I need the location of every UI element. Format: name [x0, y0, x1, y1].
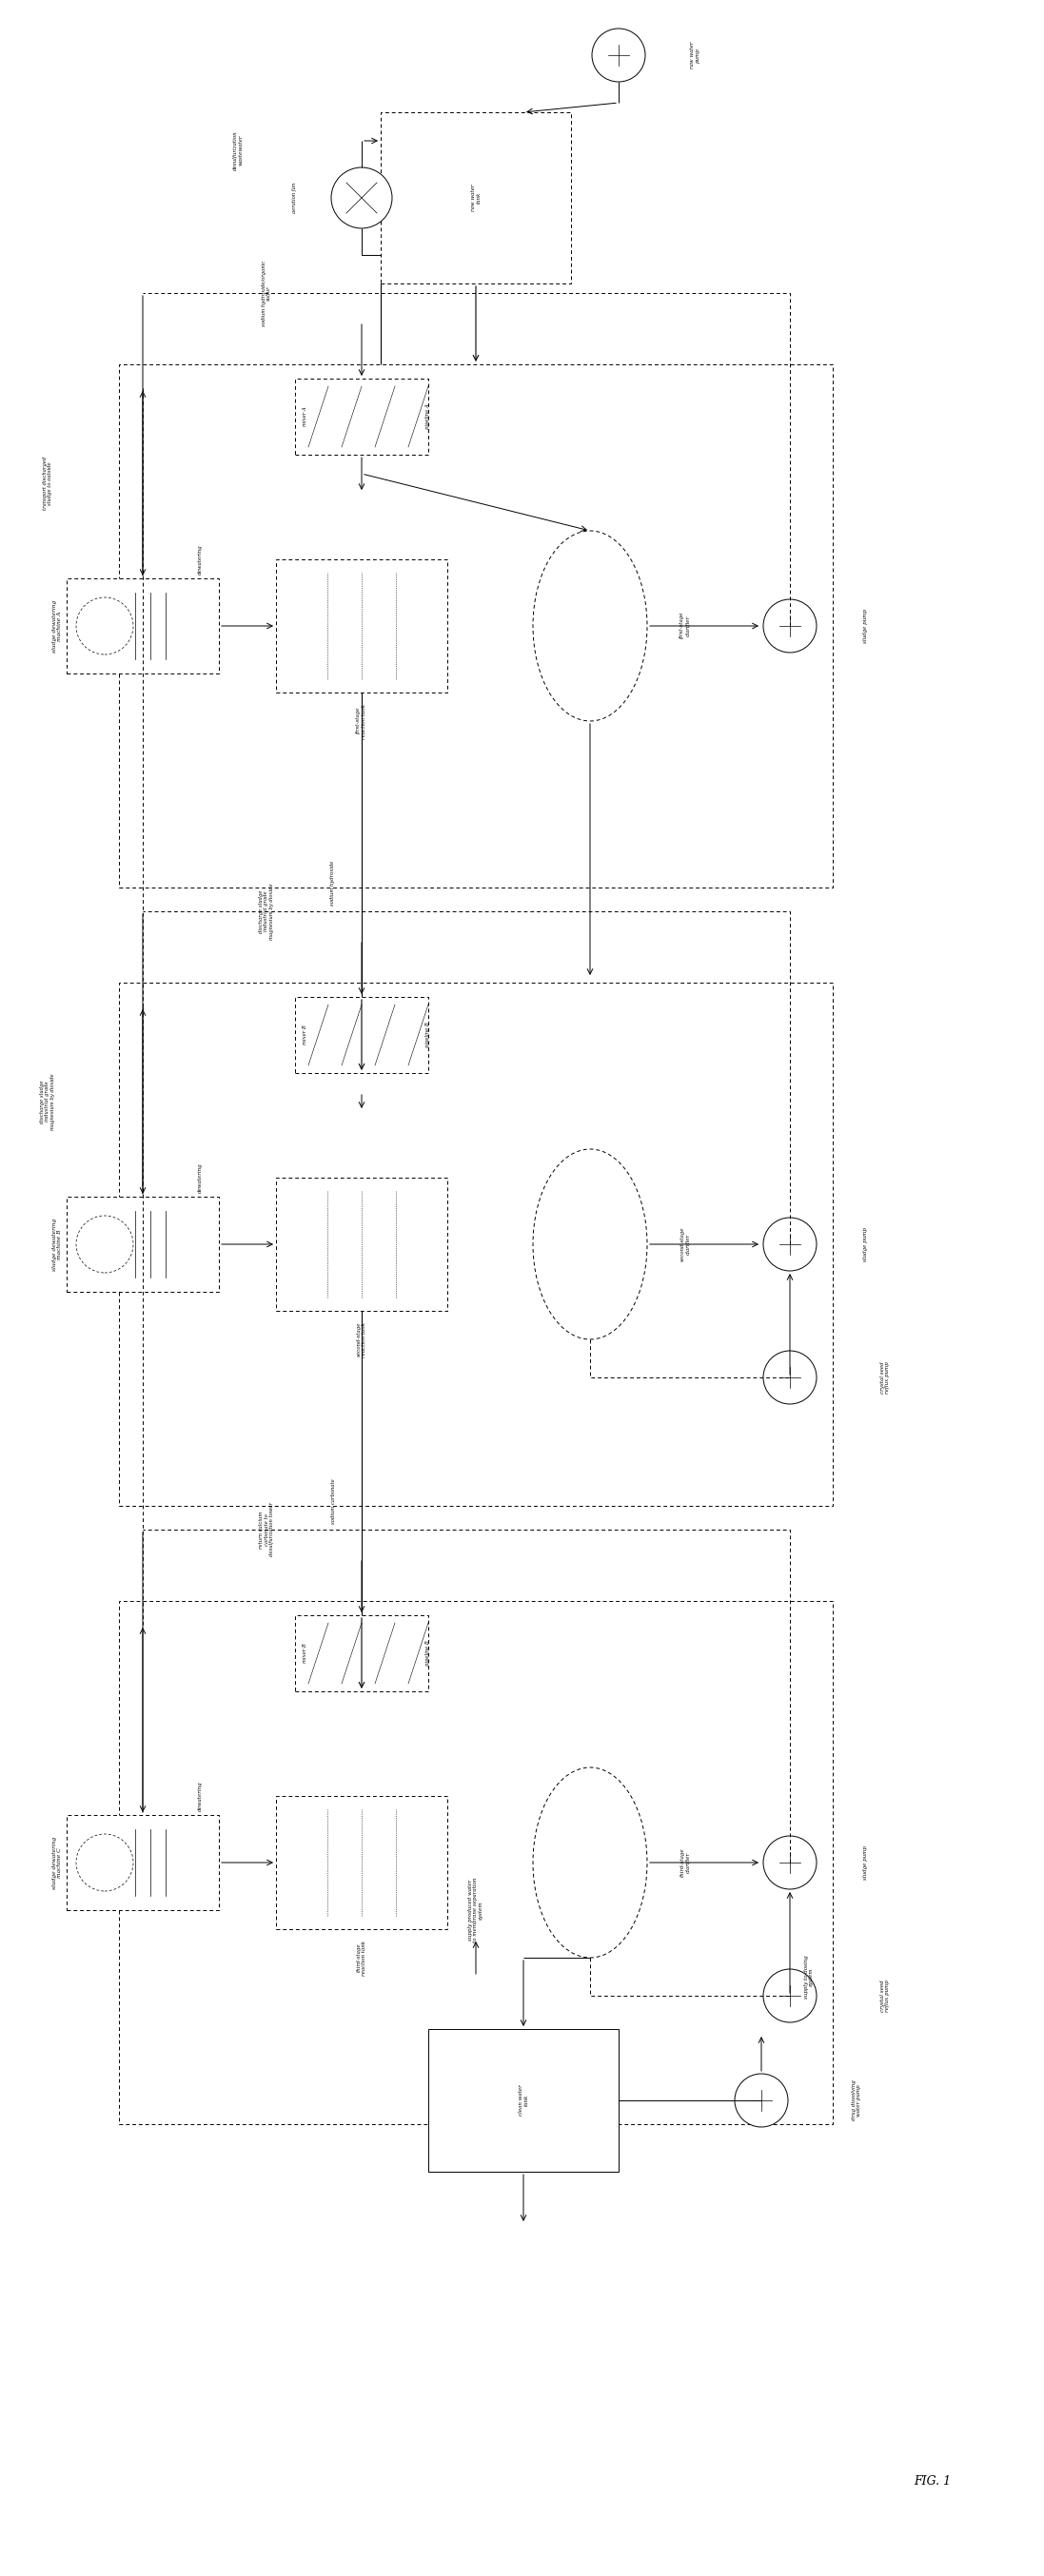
Text: sludge pump: sludge pump	[863, 608, 869, 644]
Text: third-stage
clarifier: third-stage clarifier	[680, 1847, 690, 1878]
Text: mixer B: mixer B	[302, 1025, 307, 1046]
Bar	[276, 559, 447, 693]
Text: aeration fan: aeration fan	[292, 183, 298, 214]
Text: pipeline B: pipeline B	[426, 1641, 430, 1667]
Text: desulfurization
wastewater: desulfurization wastewater	[233, 131, 243, 170]
Text: return calcium
carbonate to
desulfurization tower: return calcium carbonate to desulfurizat…	[259, 1502, 275, 1556]
Ellipse shape	[763, 1837, 816, 1888]
Text: dewatering: dewatering	[197, 1780, 203, 1811]
Ellipse shape	[76, 598, 134, 654]
Bar	[67, 580, 219, 672]
Text: first-stage
clarifier: first-stage clarifier	[680, 613, 690, 639]
Ellipse shape	[532, 1767, 647, 1958]
Text: pipeline A: pipeline A	[426, 404, 430, 430]
Text: mixer B: mixer B	[302, 1643, 307, 1664]
Ellipse shape	[763, 600, 816, 652]
Text: dewatering: dewatering	[197, 544, 203, 574]
Text: dewatering: dewatering	[197, 1162, 203, 1193]
Text: second-stage
reaction tank: second-stage reaction tank	[356, 1321, 366, 1358]
Text: FIG. 1: FIG. 1	[915, 2476, 951, 2486]
Bar	[295, 1615, 428, 1692]
Bar	[119, 981, 833, 1507]
Text: second-stage
clarifier: second-stage clarifier	[680, 1226, 690, 1262]
Text: sludge dewatering
machine B: sludge dewatering machine B	[52, 1218, 63, 1270]
Bar	[295, 379, 428, 456]
Ellipse shape	[532, 531, 647, 721]
Text: transport discharged
sludge to outside: transport discharged sludge to outside	[43, 456, 53, 510]
Text: sodium hydroxide: sodium hydroxide	[331, 860, 335, 904]
Text: clean water
tank: clean water tank	[518, 2084, 528, 2115]
Text: supply to dosing
system: supply to dosing system	[804, 1955, 814, 1999]
Bar	[276, 1177, 447, 1311]
Ellipse shape	[76, 1216, 134, 1273]
Ellipse shape	[76, 1834, 134, 1891]
Text: drug dissolving
water pump: drug dissolving water pump	[851, 2079, 861, 2120]
Bar	[381, 113, 571, 283]
Text: crystal seed
reflux pump: crystal seed reflux pump	[880, 1360, 891, 1394]
Ellipse shape	[331, 167, 393, 229]
Text: mixer A: mixer A	[302, 407, 307, 428]
Text: first-stage
reaction tank: first-stage reaction tank	[356, 703, 366, 739]
Ellipse shape	[763, 1218, 816, 1270]
Ellipse shape	[735, 2074, 788, 2128]
Text: sodium hydroxide/organic
sulfur: sodium hydroxide/organic sulfur	[261, 260, 271, 327]
Bar	[276, 1795, 447, 1929]
Text: discharge sludge
industrial grade
magnesium by dioxide: discharge sludge industrial grade magnes…	[259, 884, 275, 940]
Text: sludge pump: sludge pump	[863, 1844, 869, 1880]
Ellipse shape	[763, 1968, 816, 2022]
Text: third-stage
reaction tank: third-stage reaction tank	[356, 1940, 366, 1976]
Text: raw water
pump: raw water pump	[690, 41, 699, 70]
Text: supply produced water
to membrane separation
system: supply produced water to membrane separa…	[468, 1878, 483, 1942]
Text: raw water
tank: raw water tank	[471, 185, 481, 211]
Bar	[428, 2030, 619, 2172]
Text: sludge pump: sludge pump	[863, 1226, 869, 1262]
Text: sludge dewatering
machine A: sludge dewatering machine A	[52, 600, 63, 652]
Text: sludge dewatering
machine C: sludge dewatering machine C	[52, 1837, 63, 1888]
Ellipse shape	[763, 1350, 816, 1404]
Bar	[67, 1198, 219, 1291]
Bar	[295, 997, 428, 1074]
Text: discharge sludge
industrial grade
magnesium by dioxide: discharge sludge industrial grade magnes…	[40, 1074, 55, 1131]
Bar	[119, 363, 833, 889]
Ellipse shape	[592, 28, 645, 82]
Text: crystal seed
reflux pump: crystal seed reflux pump	[880, 1981, 891, 2012]
Ellipse shape	[532, 1149, 647, 1340]
Bar	[119, 1600, 833, 2125]
Bar	[67, 1816, 219, 1911]
Text: pipeline B: pipeline B	[426, 1023, 430, 1048]
Text: sodium carbonate: sodium carbonate	[331, 1479, 335, 1525]
